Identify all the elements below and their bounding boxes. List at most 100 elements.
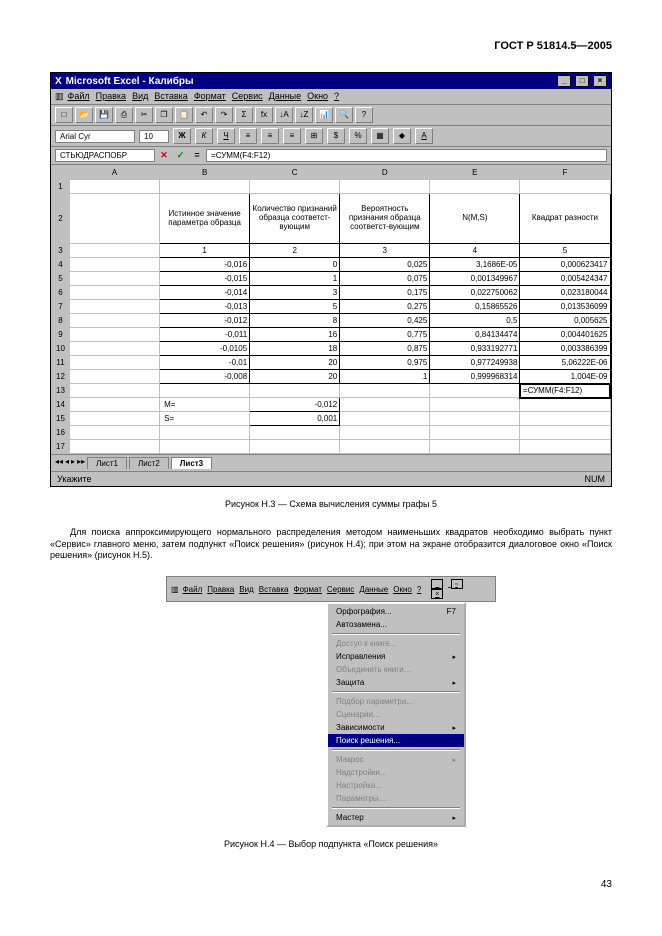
sheet-tab-1[interactable]: Лист1	[87, 457, 127, 469]
row-header[interactable]: 14	[52, 398, 70, 412]
row-header[interactable]: 15	[52, 412, 70, 426]
row-header[interactable]: 2	[52, 194, 70, 244]
menu-item-6[interactable]: Данные	[359, 585, 388, 594]
close-icon[interactable]: ×	[431, 589, 443, 599]
tab-nav-prev-icon[interactable]: ◂	[65, 457, 69, 469]
underline-icon[interactable]: Ч	[217, 128, 235, 144]
dropdown-item[interactable]: Зависимости	[328, 721, 464, 734]
row-header[interactable]: 6	[52, 286, 70, 300]
dropdown-item[interactable]: Параметры...	[328, 792, 464, 805]
bold-icon[interactable]: Ж	[173, 128, 191, 144]
table-data-cell[interactable]: 0,000623417	[520, 258, 610, 272]
table-data-cell[interactable]: 0,004401625	[520, 328, 610, 342]
italic-icon[interactable]: К	[195, 128, 213, 144]
table-data-cell[interactable]: 0,977249938	[430, 356, 520, 370]
font-size-box[interactable]: 10	[139, 130, 169, 143]
table-data-cell[interactable]: 0,775	[340, 328, 430, 342]
menu-item-2[interactable]: Вид	[239, 585, 253, 594]
zoom-icon[interactable]: 🔍	[335, 107, 353, 123]
row-header[interactable]: 17	[52, 440, 70, 454]
col-header-F[interactable]: F	[520, 166, 610, 180]
table-data-cell[interactable]: -0,014	[160, 286, 250, 300]
sheet-area[interactable]: ABCDEF12Истинное значение параметра обра…	[51, 165, 611, 454]
table-data-cell[interactable]: 0,005625	[520, 314, 610, 328]
row-header[interactable]: 13	[52, 384, 70, 398]
table-data-cell[interactable]: 0,999968314	[430, 370, 520, 384]
menu-item-7[interactable]: Окно	[393, 585, 412, 594]
table-data-cell[interactable]: -0,012	[160, 314, 250, 328]
table-data-cell[interactable]: 0,075	[340, 272, 430, 286]
new-icon[interactable]: □	[55, 107, 73, 123]
row-header[interactable]: 8	[52, 314, 70, 328]
help-icon[interactable]: ?	[355, 107, 373, 123]
save-icon[interactable]: 💾	[95, 107, 113, 123]
table-data-cell[interactable]: 0,975	[340, 356, 430, 370]
align-center-icon[interactable]: ≡	[261, 128, 279, 144]
row-header[interactable]: 11	[52, 356, 70, 370]
table-data-cell[interactable]: 0,933192771	[430, 342, 520, 356]
open-icon[interactable]: 📂	[75, 107, 93, 123]
minimize-icon[interactable]: _	[431, 579, 443, 589]
table-data-cell[interactable]: 5	[250, 300, 340, 314]
menu-item-0[interactable]: Файл	[68, 91, 90, 101]
table-data-cell[interactable]: 0	[250, 258, 340, 272]
menu-item-5[interactable]: Сервис	[327, 585, 354, 594]
sum-icon[interactable]: Σ	[235, 107, 253, 123]
tab-nav-next-icon[interactable]: ▸	[71, 457, 75, 469]
table-data-cell[interactable]: 3,1686E-05	[430, 258, 520, 272]
table-data-cell[interactable]: 20	[250, 356, 340, 370]
col-header-E[interactable]: E	[430, 166, 520, 180]
borders-icon[interactable]: ▦	[371, 128, 389, 144]
dropdown-item[interactable]: Защита	[328, 676, 464, 689]
table-data-cell[interactable]: -0,015	[160, 272, 250, 286]
tab-nav-first-icon[interactable]: ◂◂	[55, 457, 63, 469]
table-data-cell[interactable]: -0,0105	[160, 342, 250, 356]
sort-desc-icon[interactable]: ↓Z	[295, 107, 313, 123]
row-header[interactable]: 4	[52, 258, 70, 272]
col-header-D[interactable]: D	[340, 166, 430, 180]
table-data-cell[interactable]: -0,013	[160, 300, 250, 314]
menu-item-8[interactable]: ?	[417, 585, 421, 594]
menu-item-2[interactable]: Вид	[132, 91, 148, 101]
row-header[interactable]: 5	[52, 272, 70, 286]
row-header[interactable]: 7	[52, 300, 70, 314]
toolbar-standard[interactable]: □ 📂 💾 ⎙ ✂ ❐ 📋 ↶ ↷ Σ fx ↓A ↓Z 📊 🔍 ?	[51, 105, 611, 126]
table-data-cell[interactable]: 1	[250, 272, 340, 286]
table-data-cell[interactable]: 1,004E-09	[520, 370, 610, 384]
close-icon[interactable]: ×	[593, 75, 607, 87]
copy-icon[interactable]: ❐	[155, 107, 173, 123]
sheet-tabs[interactable]: ◂◂ ◂ ▸ ▸▸ Лист1 Лист2 Лист3	[51, 454, 611, 471]
font-name-box[interactable]: Arial Cyr	[55, 130, 135, 143]
table-data-cell[interactable]: 0,023180044	[520, 286, 610, 300]
table-data-cell[interactable]: -0,008	[160, 370, 250, 384]
table-data-cell[interactable]: 0,84134474	[430, 328, 520, 342]
dropdown-item[interactable]: Сценарии...	[328, 708, 464, 721]
dropdown-item[interactable]: Подбор параметра...	[328, 695, 464, 708]
maximize-icon[interactable]: □	[575, 75, 589, 87]
paste-icon[interactable]: 📋	[175, 107, 193, 123]
menu-bar[interactable]: ▥ФайлПравкаВидВставкаФорматСервисДанныеО…	[51, 89, 611, 105]
sheet-tab-3[interactable]: Лист3	[171, 457, 212, 469]
merge-icon[interactable]: ⊞	[305, 128, 323, 144]
formula-input[interactable]: =СУММ(F4:F12)	[206, 149, 607, 162]
fill-color-icon[interactable]: ◆	[393, 128, 411, 144]
row-header[interactable]: 12	[52, 370, 70, 384]
menubar-fig4[interactable]: ▥ ФайлПравкаВидВставкаФорматСервисДанные…	[166, 576, 496, 602]
dropdown-item[interactable]: Автозамена...	[328, 618, 464, 631]
table-data-cell[interactable]: 0,013536099	[520, 300, 610, 314]
fx-icon[interactable]: fx	[255, 107, 273, 123]
equals-icon[interactable]: =	[190, 150, 204, 160]
cut-icon[interactable]: ✂	[135, 107, 153, 123]
table-data-cell[interactable]: 0,175	[340, 286, 430, 300]
menu-item-1[interactable]: Правка	[207, 585, 234, 594]
align-left-icon[interactable]: ≡	[239, 128, 257, 144]
menu-item-7[interactable]: Окно	[307, 91, 328, 101]
chart-icon[interactable]: 📊	[315, 107, 333, 123]
cancel-edit-icon[interactable]: ✕	[157, 150, 171, 161]
table-data-cell[interactable]: 8	[250, 314, 340, 328]
menu-item-4[interactable]: Формат	[293, 585, 321, 594]
row-header[interactable]: 1	[52, 180, 70, 194]
percent-icon[interactable]: %	[349, 128, 367, 144]
table-data-cell[interactable]: 0,022750062	[430, 286, 520, 300]
menu-item-3[interactable]: Вставка	[154, 91, 187, 101]
